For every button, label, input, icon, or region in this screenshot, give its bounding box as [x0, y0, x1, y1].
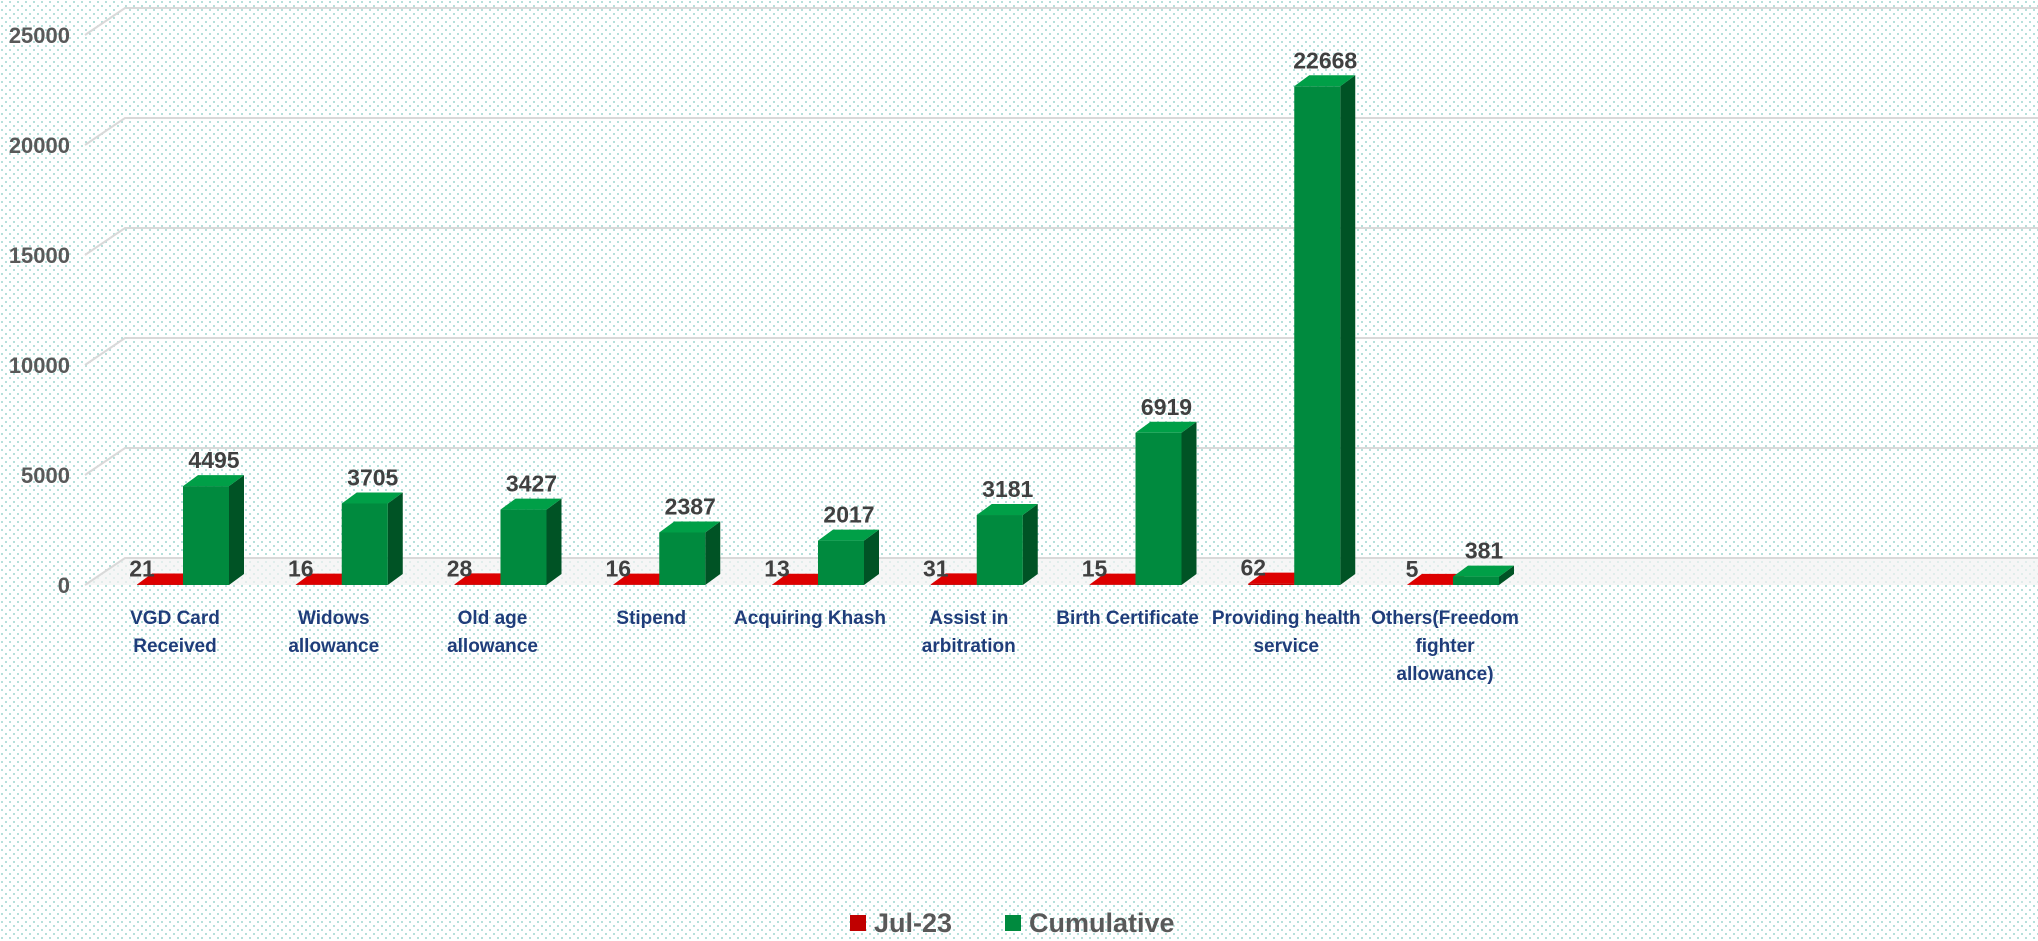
x-tick-label: Old age allowance: [447, 608, 538, 657]
x-tick-label: Acquiring Khash: [733, 608, 886, 629]
bar-front: [454, 584, 501, 585]
data-label: 381: [1465, 538, 1504, 564]
bar-top: [1453, 565, 1514, 577]
data-label: 21: [129, 556, 155, 582]
bar-top: [976, 504, 1038, 516]
y-tick-label: 20000: [9, 133, 70, 158]
data-label: 15: [1082, 556, 1108, 582]
bar: [659, 521, 721, 585]
x-tick-label: Providing health service: [1211, 608, 1361, 657]
grid-line: [84, 557, 2038, 586]
bar-side: [1499, 565, 1514, 585]
bar: [341, 492, 403, 585]
bar-side: [546, 498, 562, 585]
grid-line: [84, 447, 2038, 476]
bar-top: [137, 573, 198, 585]
bar-front: [500, 509, 547, 585]
bar-top: [341, 492, 403, 504]
legend-label: Cumulative: [1029, 908, 1175, 938]
bar: [1135, 421, 1197, 585]
bar-front: [1135, 432, 1182, 585]
bar-front: [341, 503, 388, 585]
data-label: 3181: [982, 476, 1033, 502]
data-label: 13: [764, 556, 790, 582]
bar-top: [1294, 75, 1356, 87]
data-label: 5: [1406, 556, 1419, 582]
floor: [85, 558, 2038, 585]
data-label: 28: [447, 555, 473, 581]
bar-front: [976, 515, 1023, 585]
bar-top: [659, 521, 721, 533]
bar: [976, 504, 1038, 585]
bar-side: [1181, 421, 1197, 585]
data-label: 3705: [347, 464, 398, 490]
bar: [1294, 75, 1356, 585]
bar-top: [295, 573, 357, 585]
legend-swatch: [850, 915, 866, 931]
bar-top: [613, 573, 675, 585]
bar: [1453, 565, 1514, 585]
data-label: 2387: [665, 493, 716, 519]
legend-label: Jul-23: [874, 908, 952, 938]
data-label: 4495: [188, 447, 239, 473]
bar: [183, 475, 244, 585]
bar-side: [705, 521, 721, 585]
grid-line: [84, 117, 2038, 146]
x-tick-label: Widows allowance: [288, 608, 380, 657]
bar-front: [818, 540, 864, 585]
data-label: 62: [1240, 555, 1266, 581]
bar-top: [454, 573, 516, 585]
bar-front: [659, 532, 706, 585]
data-label: 2017: [823, 502, 874, 528]
y-tick-label: 5000: [21, 463, 70, 488]
y-tick-label: 10000: [9, 353, 70, 378]
grid-line: [84, 337, 2038, 366]
bar-top: [183, 475, 244, 487]
data-label: 3427: [506, 471, 557, 497]
x-tick-label: Birth Certificate: [1056, 608, 1199, 629]
bar-top: [1089, 573, 1151, 585]
legend-swatch: [1005, 915, 1021, 931]
bar-side: [1022, 504, 1038, 585]
bar-top: [818, 529, 879, 541]
bar-top: [1135, 421, 1197, 433]
data-label: 16: [605, 556, 631, 582]
y-tick-label: 0: [58, 573, 70, 598]
bar-front: [1453, 576, 1499, 585]
bar-front: [1294, 86, 1341, 585]
x-tick-label: Assist in arbitration: [921, 608, 1016, 657]
bar-side: [387, 492, 403, 585]
data-label: 6919: [1141, 394, 1192, 420]
bar-top: [500, 498, 562, 510]
bar-side: [1340, 75, 1356, 585]
x-tick-label: Others(Freedom fighter allowance): [1371, 608, 1519, 685]
y-tick-label: 25000: [9, 23, 70, 48]
bar-top: [1407, 573, 1468, 585]
bar-top: [930, 573, 992, 585]
bar-front: [183, 486, 229, 585]
bar-front: [1248, 583, 1295, 585]
bar-side: [229, 475, 244, 585]
x-tick-label: Stipend: [616, 608, 687, 629]
grid-line: [84, 7, 2038, 36]
bar-front: [930, 584, 977, 585]
bar: [818, 529, 879, 585]
bar-top: [772, 573, 833, 585]
data-label: 31: [923, 555, 949, 581]
grid-line: [84, 227, 2038, 256]
x-tick-label: VGD Card Received: [130, 608, 220, 657]
data-label: 22668: [1293, 47, 1357, 73]
data-label: 16: [288, 556, 314, 582]
bar-side: [864, 529, 879, 585]
bar-top: [1248, 572, 1310, 584]
y-tick-label: 15000: [9, 243, 70, 268]
bar: [500, 498, 562, 585]
